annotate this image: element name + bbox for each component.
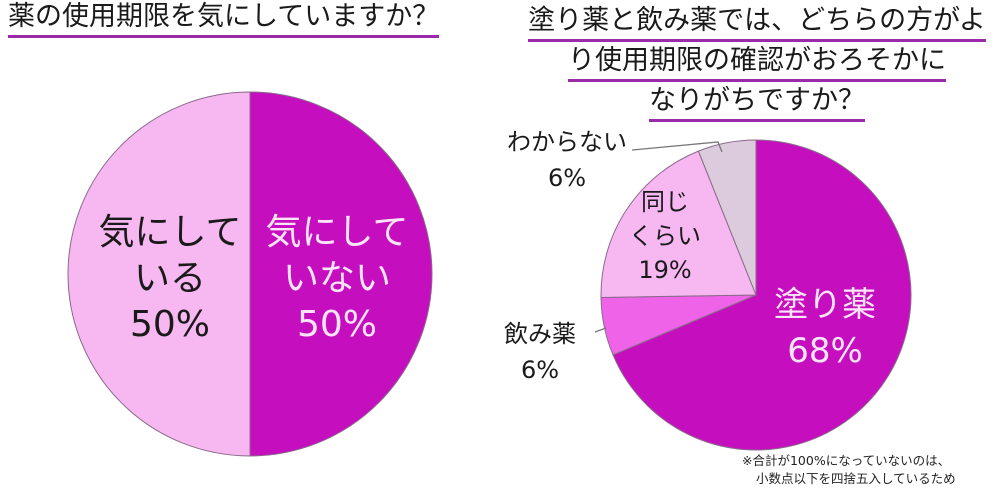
label-text: 飲み薬 — [504, 320, 576, 348]
label-text: いる — [133, 258, 206, 299]
label-text: 気にして — [265, 212, 409, 253]
chart1-title: 薬の使用期限を気にしていますか？ — [8, 0, 440, 38]
label-text: いない — [282, 258, 391, 299]
label-pct: 50% — [296, 304, 377, 345]
label-text: 塗り薬 — [774, 285, 876, 325]
footnote: ※合計が100%になっていないのは、 小数点以下を四捨五入しているため — [742, 452, 956, 488]
chart2-title-line2: り使用期限の確認がおろそかに — [568, 42, 946, 82]
label-text: わからない — [507, 128, 627, 156]
label-pct: 6% — [547, 164, 587, 192]
pie-slice-0-0 — [249, 91, 433, 457]
chart2-label-unknown: わからない 6% — [502, 124, 632, 196]
pie-slice-0-1 — [67, 91, 251, 457]
footnote-line1: ※合計が100%になっていないのは、 — [742, 453, 951, 468]
label-pct: 6% — [520, 356, 560, 384]
label-pct: 50% — [129, 304, 210, 345]
label-text: 同じ — [641, 188, 689, 216]
label-pct: 19% — [638, 256, 692, 284]
footnote-line2: 小数点以下を四捨五入しているため — [756, 471, 956, 486]
pie-slice-1-2 — [600, 150, 757, 298]
leader-line — [594, 327, 607, 333]
chart1-label-caring: 気にして いる 50% — [95, 210, 245, 348]
chart2-title: 塗り薬と飲み薬では、どちらの方がよ り使用期限の確認がおろそかに なりがちですか… — [518, 2, 996, 122]
chart2-title-line1: 塗り薬と飲み薬では、どちらの方がよ — [528, 2, 986, 42]
chart2-label-same: 同じ くらい 19% — [625, 185, 705, 287]
pie-slice-1-0 — [612, 139, 912, 451]
chart2-label-oral: 飲み薬 6% — [490, 316, 590, 388]
chart1-label-not-caring: 気にして いない 50% — [262, 210, 412, 348]
label-text: くらい — [629, 222, 701, 250]
chart2-label-topical: 塗り薬 68% — [760, 282, 890, 374]
leader-line — [631, 141, 723, 153]
label-pct: 68% — [787, 331, 863, 371]
pie-slice-1-3 — [697, 139, 757, 296]
chart2-title-line3: なりがちですか？ — [649, 82, 865, 122]
label-text: 気にして — [98, 212, 242, 253]
